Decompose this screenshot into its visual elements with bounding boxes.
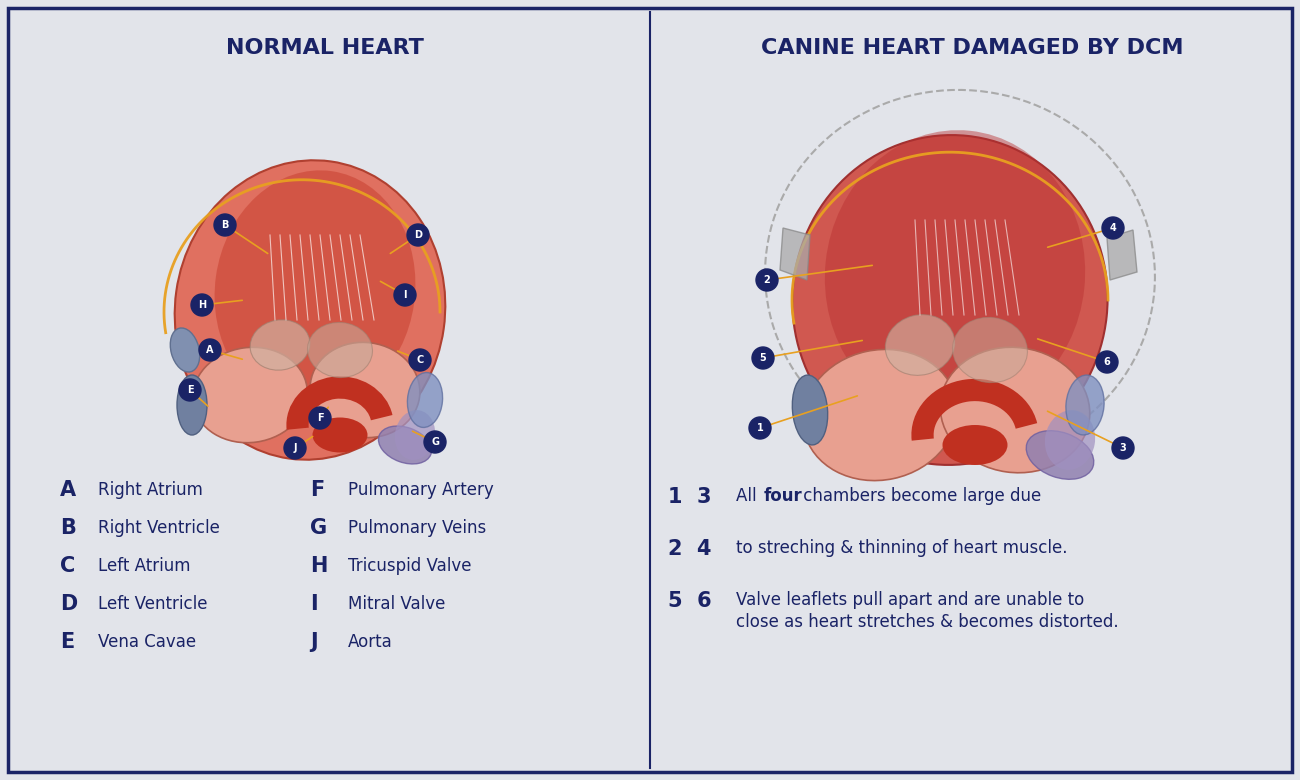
Circle shape <box>394 284 416 306</box>
Circle shape <box>1102 217 1124 239</box>
Text: F: F <box>317 413 324 423</box>
Text: D: D <box>413 230 423 240</box>
Circle shape <box>199 339 221 361</box>
Ellipse shape <box>824 130 1086 420</box>
Text: G: G <box>432 437 439 447</box>
Text: Pulmonary Artery: Pulmonary Artery <box>348 481 494 499</box>
Circle shape <box>410 349 432 371</box>
Text: 4: 4 <box>1110 223 1117 233</box>
Ellipse shape <box>174 160 446 459</box>
Text: 2: 2 <box>763 275 771 285</box>
Text: H: H <box>309 556 328 576</box>
Text: Aorta: Aorta <box>348 633 393 651</box>
Text: chambers become large due: chambers become large due <box>798 487 1041 505</box>
Circle shape <box>1112 437 1134 459</box>
Circle shape <box>214 214 237 236</box>
Text: Pulmonary Veins: Pulmonary Veins <box>348 519 486 537</box>
Ellipse shape <box>793 135 1108 465</box>
Text: Valve leaflets pull apart and are unable to: Valve leaflets pull apart and are unable… <box>736 591 1084 609</box>
Text: 6: 6 <box>1104 357 1110 367</box>
Text: close as heart stretches & becomes distorted.: close as heart stretches & becomes disto… <box>736 613 1118 631</box>
Text: D: D <box>60 594 77 614</box>
Ellipse shape <box>803 349 957 480</box>
Ellipse shape <box>953 317 1027 383</box>
Polygon shape <box>780 228 810 280</box>
Circle shape <box>407 224 429 246</box>
Text: Right Ventricle: Right Ventricle <box>98 519 220 537</box>
Circle shape <box>749 417 771 439</box>
Text: 5: 5 <box>759 353 767 363</box>
Text: H: H <box>198 300 207 310</box>
Ellipse shape <box>214 170 416 410</box>
Ellipse shape <box>1026 431 1093 479</box>
Ellipse shape <box>395 410 436 460</box>
Circle shape <box>751 347 774 369</box>
Ellipse shape <box>407 373 442 427</box>
Text: four: four <box>764 487 803 505</box>
Text: 5  6: 5 6 <box>668 591 711 611</box>
Text: All: All <box>736 487 762 505</box>
Text: 3: 3 <box>1119 443 1126 453</box>
Text: A: A <box>60 480 77 500</box>
Ellipse shape <box>250 320 309 370</box>
Ellipse shape <box>311 342 420 438</box>
Text: Tricuspid Valve: Tricuspid Valve <box>348 557 472 575</box>
Polygon shape <box>1108 230 1138 280</box>
Text: 1  3: 1 3 <box>668 487 711 507</box>
Text: A: A <box>207 345 213 355</box>
Text: E: E <box>187 385 194 395</box>
Text: C: C <box>416 355 424 365</box>
Circle shape <box>179 379 202 401</box>
Ellipse shape <box>192 347 307 443</box>
Ellipse shape <box>942 425 1008 465</box>
Text: Mitral Valve: Mitral Valve <box>348 595 446 613</box>
Text: J: J <box>294 443 296 453</box>
Text: Left Ventricle: Left Ventricle <box>98 595 208 613</box>
Text: C: C <box>60 556 75 576</box>
Text: 2  4: 2 4 <box>668 539 711 559</box>
Text: F: F <box>309 480 324 500</box>
Ellipse shape <box>308 322 373 378</box>
Ellipse shape <box>312 417 368 452</box>
Text: E: E <box>60 632 74 652</box>
Text: J: J <box>309 632 317 652</box>
Circle shape <box>309 407 332 429</box>
Ellipse shape <box>1045 410 1095 470</box>
Circle shape <box>757 269 777 291</box>
Text: NORMAL HEART: NORMAL HEART <box>226 38 424 58</box>
Text: Left Atrium: Left Atrium <box>98 557 191 575</box>
Text: to streching & thinning of heart muscle.: to streching & thinning of heart muscle. <box>736 539 1067 557</box>
Text: G: G <box>309 518 328 538</box>
Text: I: I <box>403 290 407 300</box>
Ellipse shape <box>170 328 200 372</box>
Circle shape <box>283 437 305 459</box>
Text: B: B <box>221 220 229 230</box>
Text: CANINE HEART DAMAGED BY DCM: CANINE HEART DAMAGED BY DCM <box>760 38 1183 58</box>
Circle shape <box>424 431 446 453</box>
Ellipse shape <box>885 314 954 375</box>
Circle shape <box>191 294 213 316</box>
Text: Right Atrium: Right Atrium <box>98 481 203 499</box>
Text: 1: 1 <box>757 423 763 433</box>
Text: I: I <box>309 594 317 614</box>
Ellipse shape <box>378 426 432 464</box>
Ellipse shape <box>177 375 207 435</box>
Text: Vena Cavae: Vena Cavae <box>98 633 196 651</box>
Ellipse shape <box>1066 375 1104 435</box>
Ellipse shape <box>940 347 1089 473</box>
FancyBboxPatch shape <box>8 8 1292 772</box>
Text: B: B <box>60 518 75 538</box>
Circle shape <box>1096 351 1118 373</box>
Ellipse shape <box>792 375 828 445</box>
